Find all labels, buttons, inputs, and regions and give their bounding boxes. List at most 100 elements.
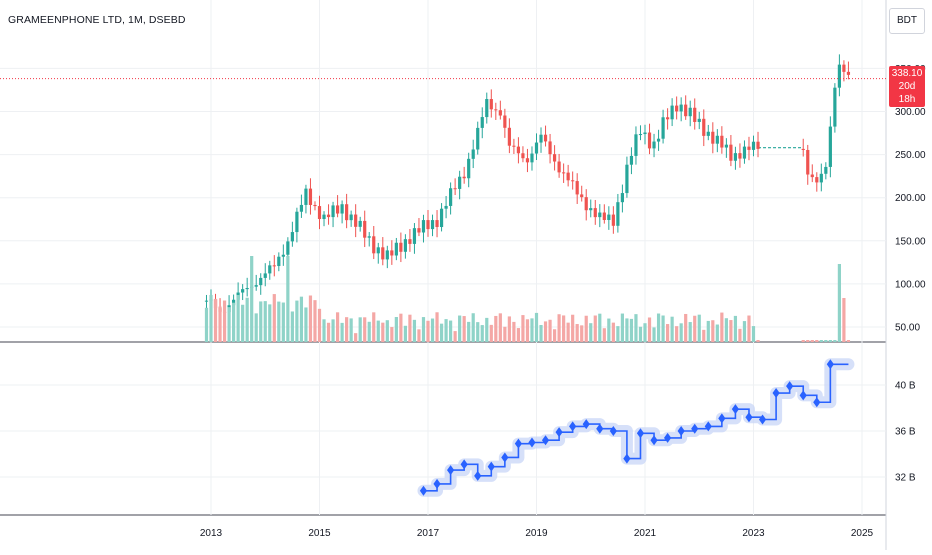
indicator-point xyxy=(636,428,645,439)
volume-bar xyxy=(543,321,548,342)
candle-body xyxy=(643,132,647,135)
indicator-point xyxy=(609,426,617,436)
volume-bar xyxy=(299,296,304,342)
candle-body xyxy=(833,87,837,127)
volume-bar xyxy=(367,321,371,342)
candle-body xyxy=(688,107,692,117)
candle-body xyxy=(661,117,665,139)
candle-body xyxy=(819,173,823,183)
volume-bar xyxy=(236,295,240,342)
candle-body xyxy=(543,134,548,142)
indicator-point xyxy=(433,478,441,489)
candle-body xyxy=(620,193,624,203)
volume-bar xyxy=(670,316,674,342)
volume-bar xyxy=(313,300,317,342)
candle-body xyxy=(684,104,688,117)
volume-bar xyxy=(724,318,728,342)
last-price-value: 338.10 xyxy=(891,68,923,79)
candle-body xyxy=(810,174,814,178)
volume-bar xyxy=(720,312,724,342)
volume-bar xyxy=(611,322,615,342)
volume-bar xyxy=(458,315,462,342)
candle-body xyxy=(498,110,502,116)
volume-bar xyxy=(317,308,322,342)
indicator-point xyxy=(677,426,685,436)
candle-body xyxy=(715,135,719,144)
volume-bar xyxy=(268,304,272,342)
candle-body xyxy=(815,177,819,183)
candle-body xyxy=(693,107,697,122)
candle-body xyxy=(313,204,317,207)
volume-bar xyxy=(661,315,665,342)
candle-body xyxy=(616,202,620,226)
volume-bar xyxy=(625,318,629,342)
volume-bar xyxy=(810,340,814,342)
candle-body xyxy=(647,132,652,149)
candle-body xyxy=(281,254,285,257)
price-tick-label: 150.00 xyxy=(895,236,926,247)
indicator-point xyxy=(664,432,672,443)
indicator-point xyxy=(758,414,767,425)
volume-bar xyxy=(503,326,507,342)
candle-body xyxy=(462,176,466,179)
candle-body xyxy=(295,211,299,233)
candle-body xyxy=(489,99,493,110)
indicator-tick-label: 40 B xyxy=(895,381,916,392)
volume-bar xyxy=(566,322,570,342)
candle-body xyxy=(430,220,435,230)
symbol-title: GRAMEENPHONE LTD, 1M, DSEBD xyxy=(8,14,186,26)
volume-bar xyxy=(435,312,439,342)
volume-bar xyxy=(580,325,584,342)
candle-body xyxy=(589,208,593,211)
volume-bar xyxy=(254,313,258,342)
volume-bar xyxy=(548,319,552,342)
indicator-point xyxy=(826,359,834,370)
candle-body xyxy=(571,180,575,182)
volume-bar xyxy=(417,329,421,342)
volume-bar xyxy=(295,300,299,342)
volume-bar xyxy=(837,264,841,342)
time-tick-label: 2021 xyxy=(634,528,657,539)
candle-body xyxy=(534,142,539,154)
volume-bar xyxy=(290,311,294,342)
volume-bar xyxy=(363,317,367,342)
candle-body xyxy=(525,158,530,163)
price-tick-label: 300.00 xyxy=(895,107,926,118)
candle-body xyxy=(204,300,209,302)
indicator-tick-label: 36 B xyxy=(895,427,916,438)
candle-body xyxy=(747,146,751,150)
candle-body xyxy=(679,104,683,112)
volume-bar xyxy=(259,301,263,342)
volume-bar xyxy=(485,317,489,342)
candle-body xyxy=(485,99,489,118)
volume-bar xyxy=(697,314,701,342)
volume-bar xyxy=(706,320,710,342)
indicator-point xyxy=(772,388,780,399)
volume-bar xyxy=(480,325,484,342)
candle-body xyxy=(801,148,805,150)
volume-bar xyxy=(751,326,756,342)
indicator-tick-label: 32 B xyxy=(895,473,916,484)
candle-body xyxy=(738,153,742,159)
indicator-point xyxy=(555,427,563,438)
candle-body xyxy=(277,256,281,267)
volume-bar xyxy=(702,329,706,342)
candle-body xyxy=(444,205,448,209)
candle-body xyxy=(521,153,525,159)
candle-body xyxy=(449,188,453,206)
volume-bar xyxy=(616,326,620,342)
candle-body xyxy=(824,166,828,174)
candle-body xyxy=(304,188,308,205)
volume-bar xyxy=(272,294,276,342)
volume-bar xyxy=(675,326,679,342)
indicator-point xyxy=(474,470,482,481)
volume-bar xyxy=(715,324,719,342)
candle-body xyxy=(317,206,322,220)
currency-button[interactable]: BDT xyxy=(889,8,925,34)
volume-bar xyxy=(552,329,557,342)
volume-bar xyxy=(426,320,430,342)
candle-body xyxy=(390,250,394,256)
volume-bar xyxy=(742,321,747,342)
